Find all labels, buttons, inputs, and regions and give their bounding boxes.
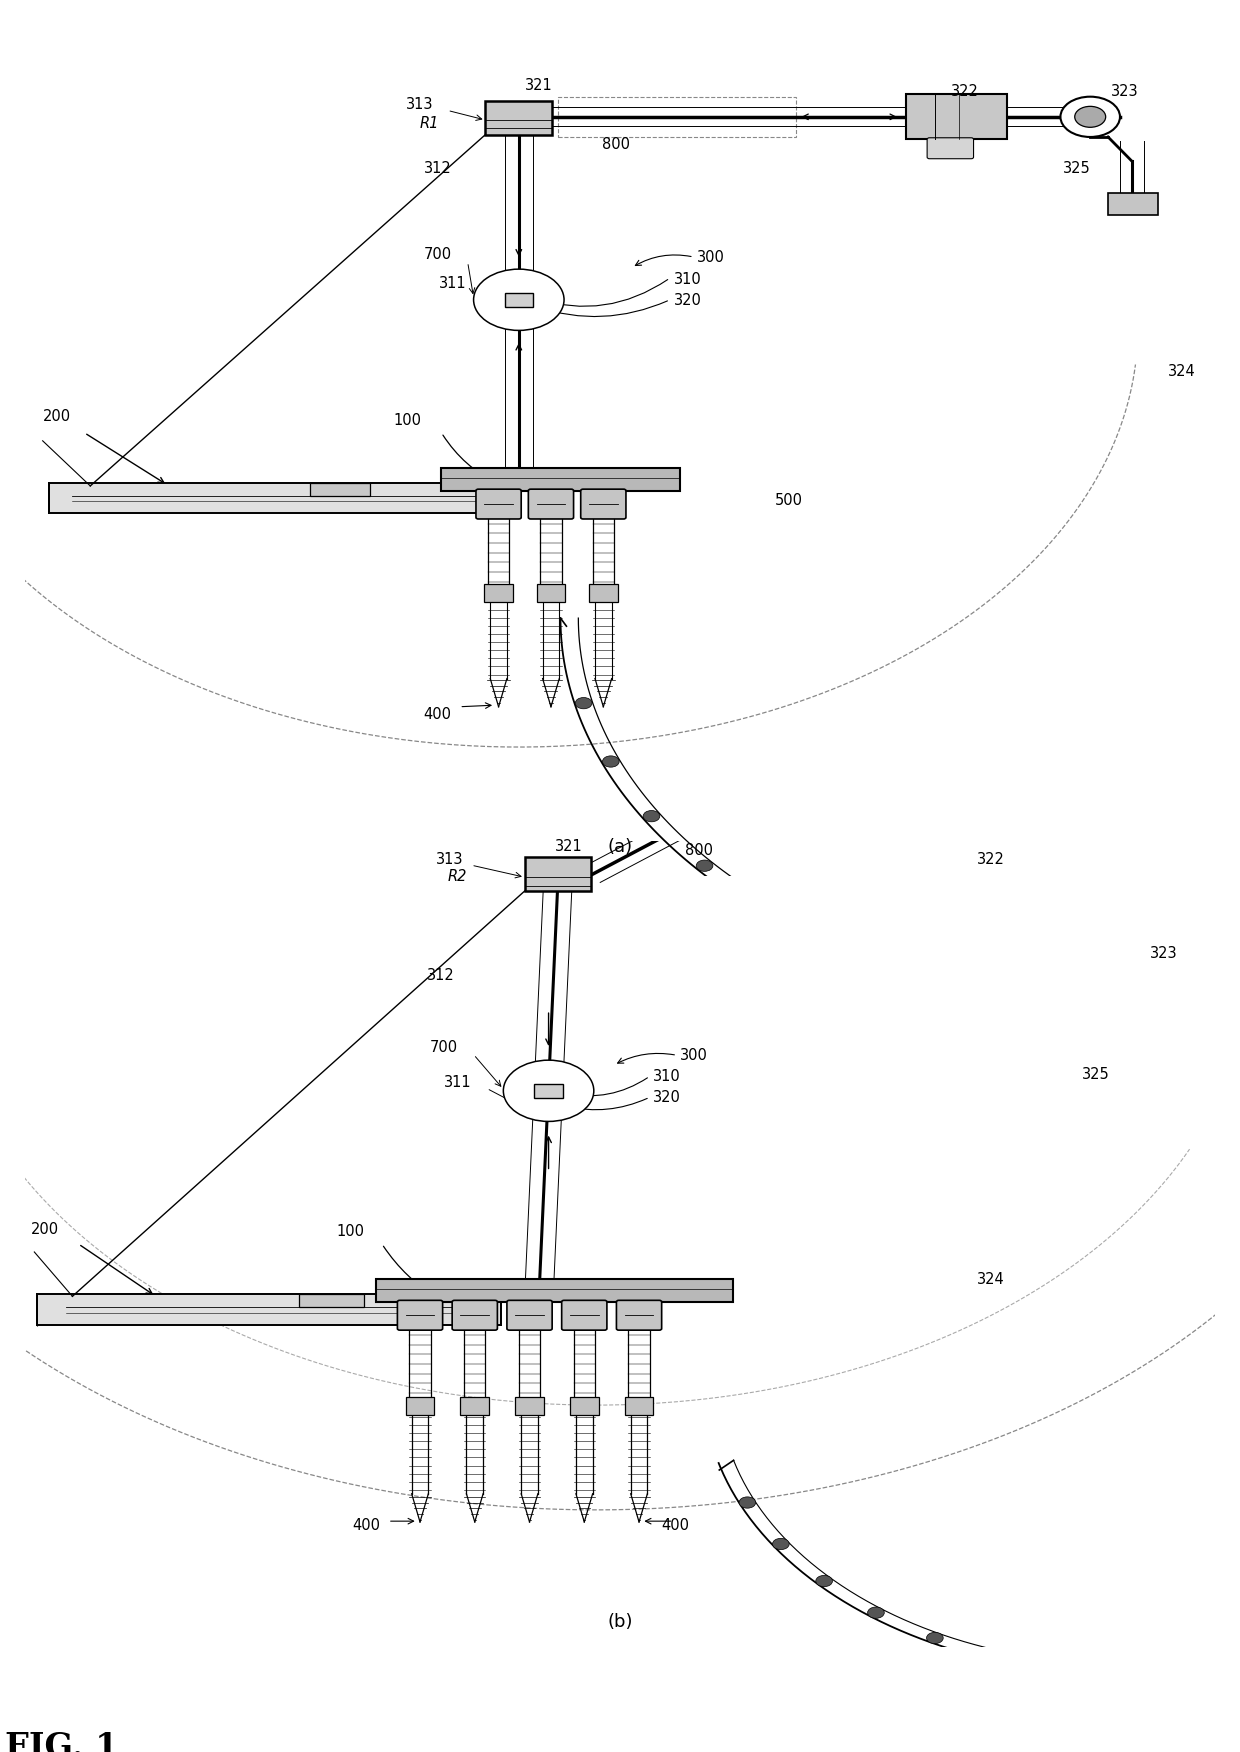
Circle shape bbox=[644, 811, 660, 822]
Circle shape bbox=[1049, 597, 1109, 638]
Circle shape bbox=[696, 860, 713, 871]
FancyBboxPatch shape bbox=[534, 1083, 563, 1099]
FancyBboxPatch shape bbox=[48, 484, 501, 513]
Text: 400: 400 bbox=[424, 706, 451, 722]
Text: 322: 322 bbox=[951, 84, 978, 98]
Text: 311: 311 bbox=[439, 275, 466, 291]
FancyBboxPatch shape bbox=[476, 489, 521, 519]
FancyBboxPatch shape bbox=[528, 489, 574, 519]
Circle shape bbox=[1060, 96, 1120, 137]
FancyBboxPatch shape bbox=[460, 1396, 489, 1416]
FancyBboxPatch shape bbox=[928, 138, 973, 159]
Text: 325: 325 bbox=[1063, 161, 1090, 177]
Circle shape bbox=[833, 939, 851, 950]
Text: 323: 323 bbox=[1111, 84, 1138, 98]
Circle shape bbox=[1198, 1659, 1214, 1670]
FancyBboxPatch shape bbox=[562, 1300, 606, 1330]
Circle shape bbox=[816, 1575, 832, 1587]
FancyBboxPatch shape bbox=[376, 1279, 733, 1302]
FancyBboxPatch shape bbox=[905, 95, 1007, 140]
Text: 800: 800 bbox=[686, 843, 713, 858]
Text: 313: 313 bbox=[435, 851, 463, 867]
Text: 310: 310 bbox=[653, 1069, 681, 1084]
Text: 321: 321 bbox=[554, 839, 583, 853]
FancyBboxPatch shape bbox=[485, 583, 513, 603]
FancyBboxPatch shape bbox=[589, 583, 618, 603]
FancyBboxPatch shape bbox=[441, 468, 680, 491]
Text: 320: 320 bbox=[673, 293, 702, 308]
FancyBboxPatch shape bbox=[1109, 193, 1158, 215]
FancyBboxPatch shape bbox=[537, 583, 565, 603]
Text: 312: 312 bbox=[424, 161, 451, 177]
FancyBboxPatch shape bbox=[453, 1300, 497, 1330]
Text: 325: 325 bbox=[1081, 1067, 1110, 1081]
Text: 700: 700 bbox=[424, 247, 451, 263]
Circle shape bbox=[503, 1060, 594, 1121]
Circle shape bbox=[1180, 992, 1198, 1002]
FancyBboxPatch shape bbox=[310, 484, 370, 496]
Text: FIG. 1: FIG. 1 bbox=[5, 1731, 119, 1752]
Text: 323: 323 bbox=[1149, 946, 1177, 960]
Circle shape bbox=[1128, 1664, 1146, 1675]
FancyBboxPatch shape bbox=[397, 1300, 443, 1330]
Text: (b): (b) bbox=[608, 1614, 632, 1631]
Text: 322: 322 bbox=[977, 851, 1004, 867]
FancyBboxPatch shape bbox=[299, 1295, 365, 1307]
Circle shape bbox=[739, 1496, 755, 1508]
FancyBboxPatch shape bbox=[616, 1300, 662, 1330]
Text: 100: 100 bbox=[394, 413, 422, 427]
FancyBboxPatch shape bbox=[507, 1300, 552, 1330]
Text: R1: R1 bbox=[420, 116, 439, 131]
Text: 500: 500 bbox=[775, 494, 802, 508]
FancyBboxPatch shape bbox=[37, 1295, 501, 1325]
Circle shape bbox=[868, 1607, 884, 1619]
Circle shape bbox=[575, 697, 591, 710]
FancyBboxPatch shape bbox=[625, 1396, 653, 1416]
Polygon shape bbox=[894, 659, 991, 720]
Circle shape bbox=[1091, 993, 1107, 1004]
Text: 300: 300 bbox=[680, 1048, 707, 1063]
FancyBboxPatch shape bbox=[570, 1396, 599, 1416]
Text: 310: 310 bbox=[673, 272, 702, 287]
FancyBboxPatch shape bbox=[516, 1396, 544, 1416]
Circle shape bbox=[926, 1633, 944, 1643]
Text: 324: 324 bbox=[977, 1272, 1004, 1288]
Circle shape bbox=[1064, 606, 1095, 627]
Circle shape bbox=[760, 904, 777, 915]
Circle shape bbox=[1001, 985, 1018, 995]
Text: 312: 312 bbox=[427, 967, 455, 983]
FancyBboxPatch shape bbox=[580, 489, 626, 519]
Text: 321: 321 bbox=[525, 79, 553, 93]
FancyBboxPatch shape bbox=[486, 100, 552, 135]
Circle shape bbox=[1059, 1661, 1075, 1673]
Text: 400: 400 bbox=[662, 1517, 689, 1533]
Text: 300: 300 bbox=[697, 251, 725, 265]
Text: 100: 100 bbox=[337, 1225, 365, 1239]
Text: 313: 313 bbox=[405, 96, 433, 112]
Circle shape bbox=[773, 1538, 789, 1549]
Circle shape bbox=[991, 1650, 1008, 1663]
Text: 200: 200 bbox=[42, 408, 71, 424]
Circle shape bbox=[915, 965, 931, 978]
Circle shape bbox=[1075, 107, 1106, 128]
FancyBboxPatch shape bbox=[525, 857, 591, 892]
Text: 324: 324 bbox=[1168, 364, 1195, 380]
Text: 700: 700 bbox=[429, 1041, 458, 1055]
FancyBboxPatch shape bbox=[1094, 692, 1153, 715]
Text: 800: 800 bbox=[603, 137, 630, 152]
Text: 200: 200 bbox=[31, 1223, 58, 1237]
Text: R2: R2 bbox=[448, 869, 466, 885]
Circle shape bbox=[474, 270, 564, 331]
Circle shape bbox=[603, 755, 619, 767]
Text: 320: 320 bbox=[653, 1090, 681, 1106]
Text: (a): (a) bbox=[608, 837, 632, 855]
FancyBboxPatch shape bbox=[405, 1396, 434, 1416]
FancyBboxPatch shape bbox=[505, 293, 533, 307]
Text: 400: 400 bbox=[352, 1517, 381, 1533]
Text: 311: 311 bbox=[444, 1074, 471, 1090]
